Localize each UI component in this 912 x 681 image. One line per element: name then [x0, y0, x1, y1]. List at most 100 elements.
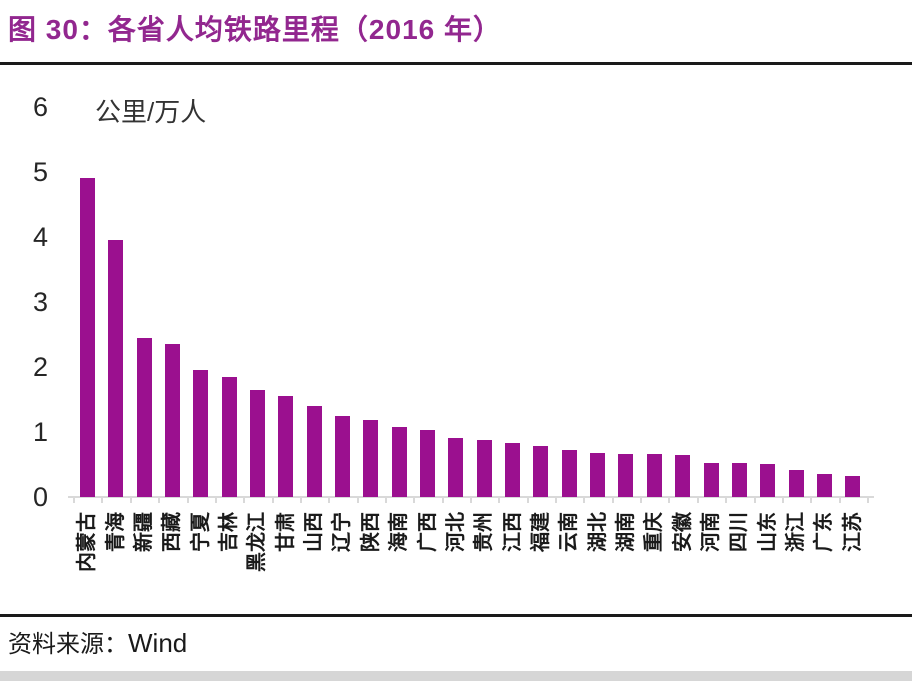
bar-山西: [306, 406, 322, 497]
y-tick-label: 1: [32, 417, 48, 447]
bar-黑龙江: [249, 390, 265, 497]
x-axis-tick: [810, 498, 813, 503]
x-axis-tick: [101, 498, 104, 503]
bar-甘肃: [278, 396, 294, 497]
bar-江西: [505, 443, 521, 497]
bar-青海: [108, 240, 124, 497]
bar-四川: [731, 463, 747, 497]
x-axis-tick: [668, 498, 671, 503]
bar-安徽: [675, 455, 691, 497]
x-label-西藏: 西藏: [161, 512, 184, 552]
y-tick-label: 2: [32, 352, 48, 382]
x-axis-tick: [328, 498, 331, 503]
x-axis-tick: [696, 498, 699, 503]
source-note: 资料来源：Wind: [8, 624, 187, 659]
x-label-云南: 云南: [558, 512, 581, 552]
bottom-strip: [0, 671, 912, 681]
x-label-广西: 广西: [416, 512, 439, 552]
bar-贵州: [476, 440, 492, 497]
x-axis-tick: [611, 498, 614, 503]
bar-西藏: [164, 344, 180, 497]
x-label-海南: 海南: [388, 512, 411, 552]
y-tick-label: 6: [32, 92, 48, 122]
bar-新疆: [136, 338, 152, 497]
bar-福建: [533, 446, 549, 497]
y-tick-label: 4: [32, 222, 48, 252]
bar-湖南: [618, 454, 634, 497]
x-axis-tick: [640, 498, 643, 503]
bar-重庆: [646, 454, 662, 497]
x-axis-tick: [725, 498, 728, 503]
x-axis-tick: [158, 498, 161, 503]
x-label-新疆: 新疆: [133, 512, 155, 552]
x-label-辽宁: 辽宁: [331, 512, 354, 552]
x-axis-tick: [186, 498, 189, 503]
bar-山东: [760, 464, 776, 497]
bar-宁夏: [193, 370, 209, 497]
bar-陕西: [363, 420, 379, 497]
x-label-吉林: 吉林: [218, 512, 241, 552]
x-axis-tick: [384, 498, 387, 503]
bar-浙江: [788, 470, 804, 497]
x-axis-tick: [299, 498, 302, 503]
x-label-青海: 青海: [104, 512, 127, 552]
x-axis-tick: [753, 498, 756, 503]
x-axis-tick: [413, 498, 416, 503]
x-label-黑龙江: 黑龙江: [246, 512, 269, 572]
bar-辽宁: [334, 416, 350, 497]
y-axis-unit-label: 公里/万人: [95, 97, 207, 127]
x-axis-tick: [271, 498, 274, 503]
x-label-陕西: 陕西: [359, 512, 382, 552]
x-label-宁夏: 宁夏: [189, 512, 212, 552]
x-label-山东: 山东: [756, 512, 779, 552]
x-label-四川: 四川: [728, 512, 751, 552]
x-label-湖北: 湖北: [586, 512, 609, 552]
x-label-内蒙古: 内蒙古: [76, 512, 99, 572]
source-label: 资料来源：: [8, 632, 128, 658]
x-label-河北: 河北: [444, 512, 467, 552]
x-label-广东: 广东: [813, 512, 836, 552]
x-label-河南: 河南: [700, 512, 722, 552]
x-axis-tick: [781, 498, 784, 503]
x-axis-tick: [73, 498, 76, 503]
chart-title: 图 30：各省人均铁路里程（2016 年）: [8, 14, 502, 45]
bar-河南: [703, 463, 719, 497]
x-axis-tick: [441, 498, 444, 503]
x-label-甘肃: 甘肃: [274, 512, 297, 552]
bar-湖北: [590, 453, 606, 497]
footer-divider: [0, 614, 912, 617]
x-label-安徽: 安徽: [671, 512, 694, 552]
source-value: Wind: [128, 628, 188, 658]
bar-河北: [448, 438, 464, 497]
x-label-贵州: 贵州: [473, 512, 496, 552]
x-axis-tick: [498, 498, 501, 503]
x-label-江西: 江西: [501, 512, 524, 552]
x-label-福建: 福建: [529, 512, 552, 552]
x-axis-tick: [214, 498, 217, 503]
bar-吉林: [221, 377, 237, 497]
x-axis-tick: [555, 498, 558, 503]
y-tick-label: 3: [32, 287, 48, 317]
bar-江苏: [845, 476, 861, 497]
x-label-湖南: 湖南: [614, 512, 637, 552]
x-axis-tick: [583, 498, 586, 503]
x-label-江苏: 江苏: [841, 512, 864, 552]
title-divider: [0, 62, 912, 65]
x-axis-tick: [866, 498, 869, 503]
x-axis-tick: [356, 498, 359, 503]
x-axis-tick: [243, 498, 246, 503]
bar-广东: [816, 474, 832, 497]
y-tick-label: 0: [32, 482, 48, 512]
x-label-重庆: 重庆: [643, 512, 666, 552]
x-axis-tick: [526, 498, 529, 503]
x-label-浙江: 浙江: [785, 512, 808, 552]
x-axis-tick: [838, 498, 841, 503]
x-label-山西: 山西: [303, 512, 326, 552]
bar-广西: [420, 430, 435, 497]
bar-云南: [561, 450, 577, 497]
bar-内蒙古: [79, 178, 95, 497]
x-axis-line: [68, 496, 874, 498]
x-axis-tick: [470, 498, 473, 503]
y-tick-label: 5: [32, 157, 48, 187]
